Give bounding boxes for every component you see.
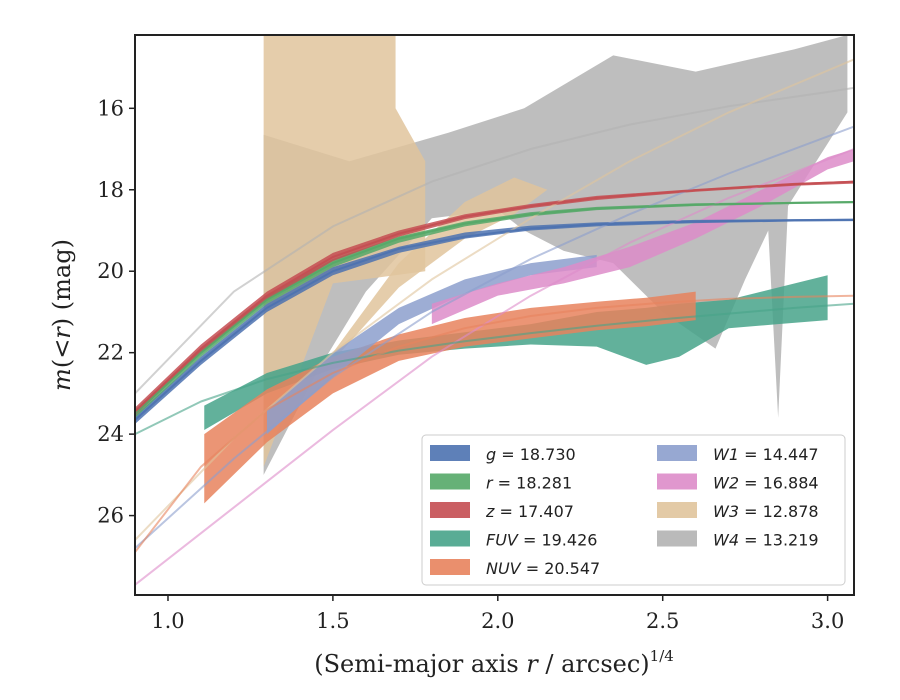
uncertainty-bands [135, 35, 854, 595]
y-tick-label: 22 [97, 341, 124, 365]
fit-curve-nuv [135, 294, 854, 553]
legend-swatch-w4 [657, 530, 697, 547]
x-axis-ticks: 1.0 1.5 2.0 2.5 3.0 [151, 595, 844, 633]
legend-swatch-w1 [657, 445, 697, 461]
legend-swatch-r [430, 473, 470, 490]
y-tick-label: 24 [97, 422, 124, 446]
fit-curve-fuv [135, 302, 854, 435]
band-w3-secondary [332, 177, 548, 361]
x-tick-label: 2.5 [646, 609, 679, 633]
legend-entry-fuv: FUV = 19.426 [486, 531, 597, 550]
legend-entry-w4: W4 = 13.219 [713, 531, 819, 550]
fit-curve-w4 [135, 86, 854, 395]
x-tick-label: 2.0 [481, 609, 514, 633]
y-tick-label: 26 [97, 504, 124, 528]
plot-frame [134, 34, 855, 596]
fit-curve-r [135, 201, 854, 415]
x-tick-label: 1.0 [151, 609, 184, 633]
fit-curve-z [135, 180, 854, 413]
legend-swatch-fuv [430, 530, 470, 547]
legend-swatch-w2 [657, 473, 697, 490]
x-tick-label: 1.5 [316, 609, 349, 633]
x-tick-label: 3.0 [811, 609, 844, 633]
x-axis-label: (Semi-major axis r / arcsec)1/4 [314, 647, 674, 678]
legend-entry-w2: W2 = 16.884 [713, 474, 819, 493]
legend-entry-g: g = 18.730 [486, 445, 576, 464]
legend-entry-w3: W3 = 12.878 [713, 502, 819, 521]
legend-entry-r: r = 18.281 [486, 474, 572, 493]
legend-swatch-w3 [657, 502, 697, 518]
legend-swatch-z [430, 502, 470, 518]
y-axis-label: m(<r) (mag) [48, 239, 76, 391]
fit-curve-w1 [135, 125, 854, 549]
y-axis-ticks: 16 18 20 22 24 26 [97, 96, 135, 528]
legend-entry-z: z = 17.407 [485, 502, 574, 521]
y-tick-label: 16 [97, 96, 124, 120]
legend-frame [421, 434, 846, 586]
band-w3 [263, 35, 426, 595]
legend-swatch-g [430, 445, 470, 461]
y-tick-label: 18 [97, 178, 124, 202]
fit-curve-g [135, 218, 854, 421]
legend-swatch-nuv [430, 559, 470, 575]
legend-entry-nuv: NUV = 20.547 [486, 559, 600, 578]
legend: g = 18.730 r = 18.281 z = 17.407 FUV = 19.4… [421, 434, 846, 586]
legend-entry-w1: W1 = 14.447 [713, 445, 819, 464]
band-w2 [431, 149, 854, 325]
fit-curves [135, 58, 854, 586]
y-tick-label: 20 [97, 259, 124, 283]
